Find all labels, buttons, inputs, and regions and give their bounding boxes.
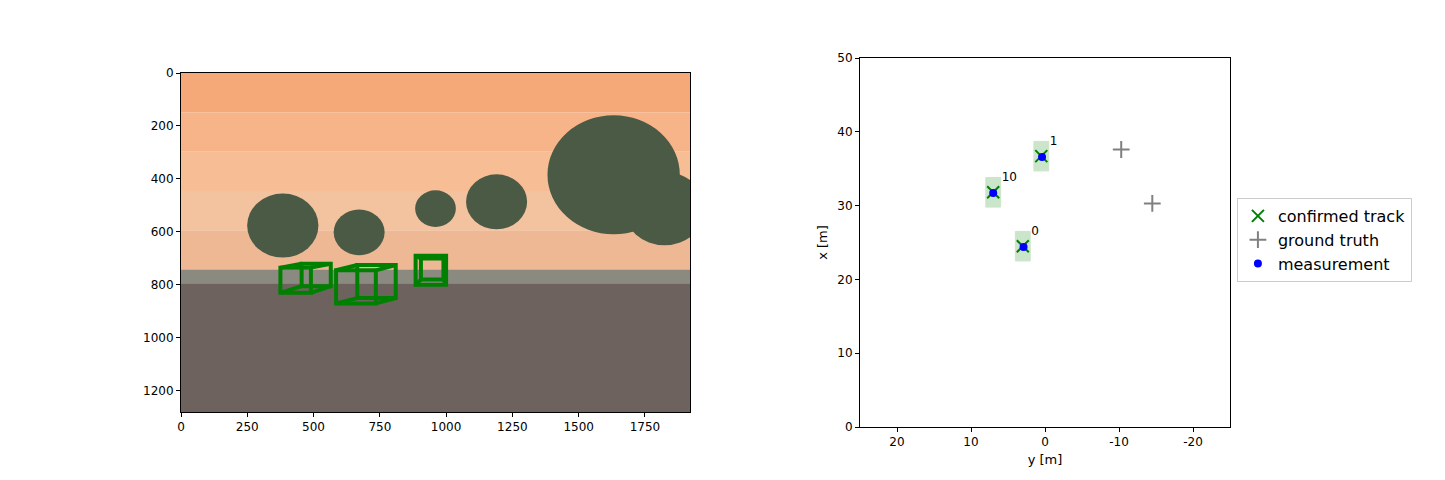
svg-text:500: 500 bbox=[302, 420, 325, 434]
svg-text:0: 0 bbox=[1031, 224, 1039, 238]
svg-text:1750: 1750 bbox=[630, 420, 661, 434]
svg-text:50: 50 bbox=[837, 51, 852, 65]
svg-text:0: 0 bbox=[166, 66, 174, 80]
svg-text:1000: 1000 bbox=[431, 420, 462, 434]
svg-text:20: 20 bbox=[837, 273, 852, 287]
svg-text:0: 0 bbox=[177, 420, 185, 434]
svg-text:x [m]: x [m] bbox=[815, 225, 830, 260]
svg-text:10: 10 bbox=[1002, 170, 1017, 184]
svg-text:30: 30 bbox=[837, 199, 852, 213]
svg-text:measurement: measurement bbox=[1278, 255, 1390, 274]
svg-text:600: 600 bbox=[151, 225, 174, 239]
svg-text:10: 10 bbox=[837, 346, 852, 360]
svg-text:1000: 1000 bbox=[143, 331, 174, 345]
svg-text:250: 250 bbox=[236, 420, 259, 434]
svg-text:1250: 1250 bbox=[497, 420, 528, 434]
svg-text:0: 0 bbox=[1041, 435, 1049, 449]
svg-text:40: 40 bbox=[837, 125, 852, 139]
svg-text:1: 1 bbox=[1050, 134, 1058, 148]
svg-text:confirmed track: confirmed track bbox=[1278, 207, 1405, 226]
svg-text:1500: 1500 bbox=[563, 420, 594, 434]
svg-text:-10: -10 bbox=[1109, 435, 1129, 449]
svg-text:200: 200 bbox=[151, 119, 174, 133]
svg-text:1200: 1200 bbox=[143, 384, 174, 398]
svg-text:400: 400 bbox=[151, 172, 174, 186]
svg-text:10: 10 bbox=[963, 435, 978, 449]
svg-text:y [m]: y [m] bbox=[1028, 452, 1063, 467]
svg-text:ground truth: ground truth bbox=[1278, 231, 1379, 250]
svg-text:800: 800 bbox=[151, 278, 174, 292]
svg-text:-20: -20 bbox=[1183, 435, 1203, 449]
svg-text:20: 20 bbox=[889, 435, 904, 449]
svg-text:0: 0 bbox=[845, 420, 853, 434]
svg-text:750: 750 bbox=[368, 420, 391, 434]
